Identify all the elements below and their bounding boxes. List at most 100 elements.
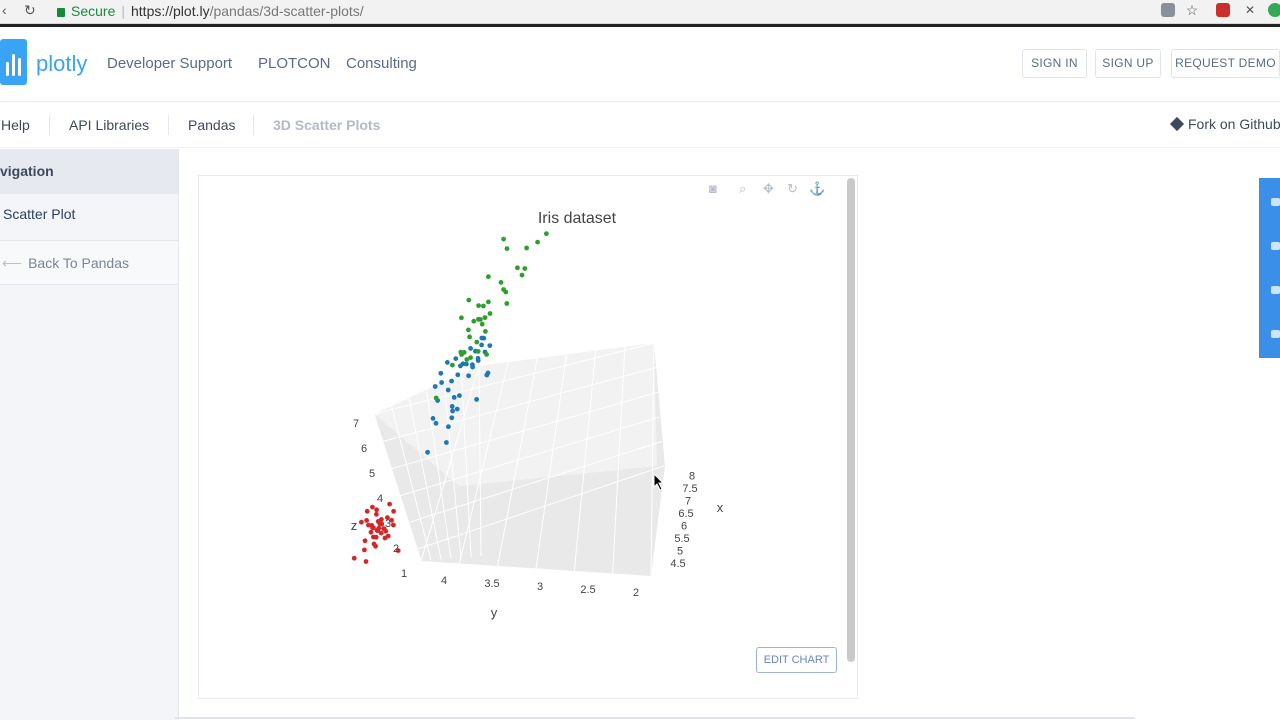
mail-icon[interactable]: [1216, 3, 1230, 17]
data-point: [457, 393, 462, 398]
data-point: [375, 519, 381, 524]
grid-line: [381, 465, 665, 562]
crumb-help[interactable]: Help: [1, 117, 30, 133]
edit-chart-button[interactable]: EDIT CHART: [756, 647, 837, 673]
x-tick-label: 6.5: [678, 508, 693, 520]
nav-consulting[interactable]: Consulting: [346, 55, 417, 72]
z-axis-label: z: [351, 518, 358, 533]
plotly-logo-icon[interactable]: [0, 39, 27, 85]
crumb-pandas[interactable]: Pandas: [188, 117, 236, 133]
data-point: [363, 559, 369, 564]
data-point: [391, 508, 396, 514]
data-point: [389, 517, 394, 523]
data-point: [454, 406, 460, 412]
data-point: [501, 236, 506, 242]
y-tick-label: 2: [633, 587, 639, 599]
data-point: [498, 280, 504, 285]
grid-line: [380, 440, 663, 533]
pan-icon[interactable]: ✥: [763, 181, 774, 196]
data-point: [484, 352, 489, 357]
twitter-icon[interactable]: [1271, 242, 1280, 250]
data-point: [379, 521, 385, 527]
back-icon[interactable]: ‹: [2, 2, 7, 18]
data-point: [444, 440, 449, 445]
data-point: [479, 335, 485, 341]
grid-line: [443, 381, 462, 558]
site-header: plotly Developer Support PLOTCON Consult…: [0, 27, 1280, 102]
x-tick-label: 4.5: [670, 558, 685, 570]
sidebar-item-scatter-plot[interactable]: Scatter Plot: [0, 194, 178, 241]
share-plus-icon[interactable]: [1271, 330, 1280, 338]
data-point: [449, 378, 454, 384]
sidebar-heading: vigation: [0, 149, 178, 194]
data-point: [467, 334, 472, 340]
y-axis-label: y: [491, 605, 498, 620]
close-icon[interactable]: ✕: [1244, 3, 1256, 17]
grid-line: [650, 342, 655, 577]
x-tick-label: 5.5: [674, 533, 689, 545]
data-point: [395, 548, 401, 553]
extension-icon[interactable]: [1161, 3, 1175, 17]
data-point: [481, 303, 486, 309]
z-tick-label: 7: [353, 418, 359, 430]
data-point: [451, 395, 457, 400]
reload-icon[interactable]: ↻: [24, 2, 36, 18]
print-icon[interactable]: [1271, 286, 1280, 294]
data-point: [468, 346, 473, 351]
data-point: [382, 535, 388, 541]
request-demo-button[interactable]: REQUEST DEMO: [1171, 49, 1280, 78]
nav-plotcon[interactable]: PLOTCON: [258, 55, 331, 72]
sidebar-back-link[interactable]: ⟵ Back To Pandas: [0, 241, 178, 285]
grid-line: [461, 373, 472, 557]
grid-line: [426, 389, 452, 559]
data-point: [544, 231, 549, 237]
data-point: [468, 355, 473, 360]
data-point: [453, 356, 459, 361]
fork-on-github-link[interactable]: Fork on Github: [1169, 116, 1280, 132]
secure-label: Secure: [71, 3, 116, 19]
data-point: [487, 311, 493, 316]
data-point: [351, 555, 357, 561]
data-point: [504, 246, 510, 251]
z-tick-label: 3: [385, 518, 391, 530]
data-point: [371, 534, 376, 540]
data-point: [364, 518, 369, 523]
data-point: [425, 449, 430, 455]
y-tick-label: 2.5: [580, 584, 595, 596]
profile-icon[interactable]: [1268, 3, 1280, 17]
orbit-icon[interactable]: ↻: [787, 181, 798, 196]
camera-icon[interactable]: ◙: [709, 181, 717, 196]
turntable-icon[interactable]: ⚓: [809, 181, 826, 196]
y-tick-label: 3.5: [484, 578, 499, 590]
data-point: [455, 372, 461, 378]
data-point: [362, 547, 367, 553]
data-point: [445, 387, 451, 393]
sign-in-button[interactable]: SIGN IN: [1022, 49, 1087, 78]
breadcrumb: Help API Libraries Pandas 3D Scatter Plo…: [0, 103, 1280, 148]
data-point: [466, 327, 471, 333]
data-point: [378, 530, 384, 536]
data-point: [474, 339, 480, 345]
zoom-icon[interactable]: ⌕: [739, 181, 747, 196]
browser-divider: [0, 24, 1280, 27]
data-point: [503, 289, 509, 295]
data-point: [504, 301, 510, 306]
data-point: [466, 373, 471, 379]
scrollbar[interactable]: [847, 178, 855, 662]
grid-line: [612, 346, 626, 574]
data-point: [450, 362, 455, 368]
data-point: [362, 538, 368, 544]
nav-developer-support[interactable]: Developer Support: [107, 55, 233, 72]
address-bar[interactable]: Secure | https://plot.ly/pandas/3d-scatter…: [50, 1, 1148, 21]
star-icon[interactable]: ☆: [1185, 2, 1199, 18]
sign-up-button[interactable]: SIGN UP: [1095, 49, 1161, 78]
data-point: [438, 370, 444, 376]
data-point: [445, 360, 450, 365]
facebook-icon[interactable]: [1271, 198, 1280, 206]
y-tick-label: 3: [537, 581, 543, 593]
fork-label: Fork on Github: [1188, 116, 1280, 132]
logo-text[interactable]: plotly: [36, 51, 88, 76]
grid-line: [373, 342, 655, 415]
crumb-api-libraries[interactable]: API Libraries: [69, 117, 150, 133]
